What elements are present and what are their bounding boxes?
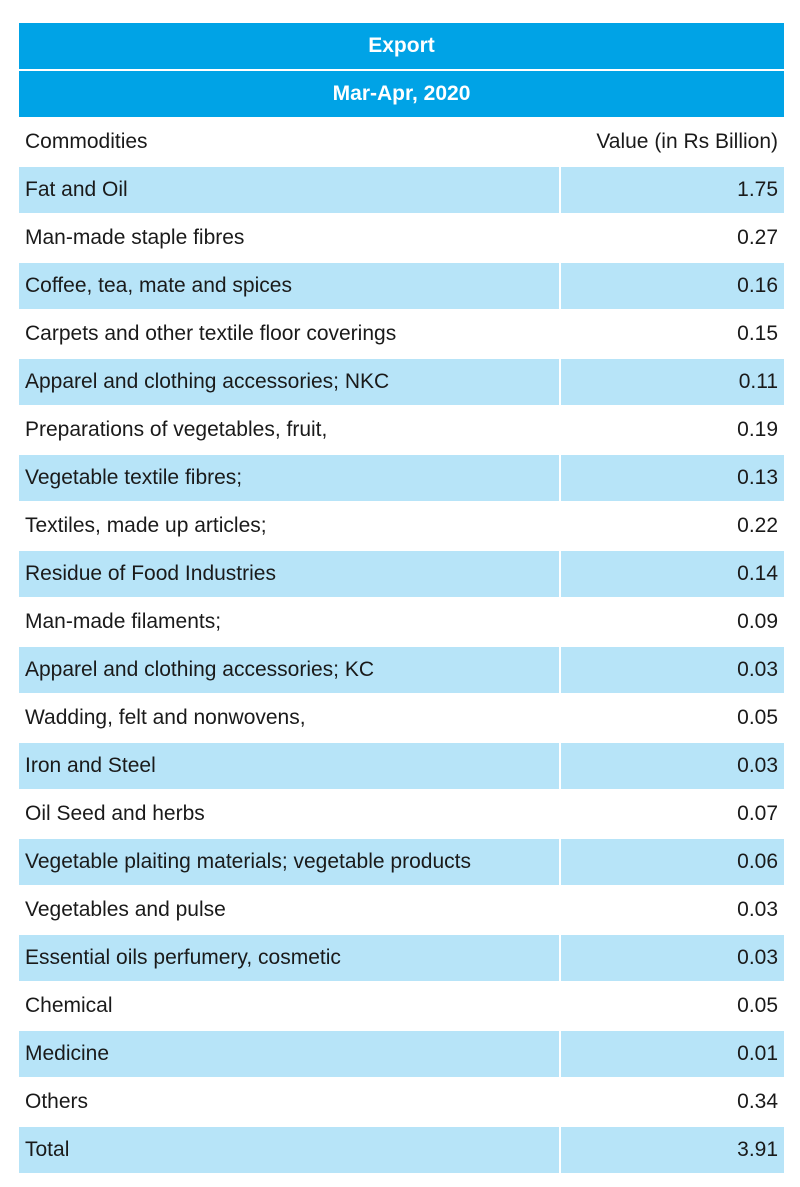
table-row: Apparel and clothing accessories; NKC 0.1… — [19, 358, 785, 407]
table-row: Essential oils perfumery, cosmetic 0.03 — [19, 934, 785, 983]
value-cell: 0.34 — [558, 1078, 785, 1127]
commodity-cell: Vegetable textile fibres; — [19, 454, 560, 503]
value-cell: 0.14 — [558, 550, 785, 599]
commodity-cell: Vegetable plaiting materials; vegetable … — [19, 838, 560, 887]
table-row: Man-made staple fibres 0.27 — [19, 214, 785, 263]
export-table: Export Mar-Apr, 2020 Commodities Value (… — [19, 23, 785, 1175]
value-cell: 0.16 — [558, 262, 785, 311]
commodity-cell: Man-made staple fibres — [19, 214, 560, 263]
commodity-cell: Coffee, tea, mate and spices — [19, 262, 560, 311]
table-row: Iron and Steel 0.03 — [19, 742, 785, 791]
value-cell: 0.19 — [558, 406, 785, 455]
table-row: Oil Seed and herbs 0.07 — [19, 790, 785, 839]
value-cell: 0.05 — [558, 694, 785, 743]
commodity-cell: Vegetables and pulse — [19, 886, 560, 935]
column-header-value: Value (in Rs Billion) — [558, 118, 785, 167]
table-title: Export — [19, 23, 785, 71]
value-cell: 0.03 — [558, 742, 785, 791]
value-cell: 0.03 — [558, 934, 785, 983]
commodity-cell: Others — [19, 1078, 560, 1127]
table-row: Others 0.34 — [19, 1078, 785, 1127]
commodity-cell: Wadding, felt and nonwovens, — [19, 694, 560, 743]
table-body: Fat and Oil 1.75 Man-made staple fibres 0.2… — [19, 166, 785, 1175]
commodity-cell: Apparel and clothing accessories; NKC — [19, 358, 560, 407]
table-subtitle: Mar-Apr, 2020 — [19, 70, 785, 119]
table-row: Carpets and other textile floor covering… — [19, 310, 785, 359]
value-cell: 0.09 — [558, 598, 785, 647]
export-table-container: Export Mar-Apr, 2020 Commodities Value (… — [19, 23, 785, 1175]
commodity-cell: Essential oils perfumery, cosmetic — [19, 934, 560, 983]
value-cell: 0.03 — [558, 886, 785, 935]
table-row: Vegetable plaiting materials; vegetable … — [19, 838, 785, 887]
table-row: Vegetables and pulse 0.03 — [19, 886, 785, 935]
table-row: Apparel and clothing accessories; KC 0.03 — [19, 646, 785, 695]
value-cell: 0.15 — [558, 310, 785, 359]
commodity-cell: Apparel and clothing accessories; KC — [19, 646, 560, 695]
table-row: Medicine 0.01 — [19, 1030, 785, 1079]
table-row: Vegetable textile fibres; 0.13 — [19, 454, 785, 503]
commodity-cell: Carpets and other textile floor covering… — [19, 310, 560, 359]
value-cell: 0.13 — [558, 454, 785, 503]
commodity-cell: Residue of Food Industries — [19, 550, 560, 599]
commodity-cell: Total — [19, 1126, 560, 1175]
commodity-cell: Medicine — [19, 1030, 560, 1079]
table-row: Wadding, felt and nonwovens, 0.05 — [19, 694, 785, 743]
table-row: Coffee, tea, mate and spices 0.16 — [19, 262, 785, 311]
value-cell: 3.91 — [558, 1126, 785, 1175]
commodity-cell: Iron and Steel — [19, 742, 560, 791]
table-row: Fat and Oil 1.75 — [19, 166, 785, 215]
commodity-cell: Preparations of vegetables, fruit, — [19, 406, 560, 455]
value-cell: 1.75 — [558, 166, 785, 215]
value-cell: 0.06 — [558, 838, 785, 887]
commodity-cell: Textiles, made up articles; — [19, 502, 560, 551]
value-cell: 0.05 — [558, 982, 785, 1031]
table-row: Residue of Food Industries 0.14 — [19, 550, 785, 599]
commodity-cell: Oil Seed and herbs — [19, 790, 560, 839]
table-row: Man-made filaments; 0.09 — [19, 598, 785, 647]
commodity-cell: Fat and Oil — [19, 166, 560, 215]
column-header-commodities: Commodities — [19, 118, 560, 167]
value-cell: 0.22 — [558, 502, 785, 551]
table-row: Chemical 0.05 — [19, 982, 785, 1031]
table-row: Textiles, made up articles; 0.22 — [19, 502, 785, 551]
value-cell: 0.11 — [558, 358, 785, 407]
column-header-row: Commodities Value (in Rs Billion) — [19, 118, 785, 167]
commodity-cell: Chemical — [19, 982, 560, 1031]
table-row: Preparations of vegetables, fruit, 0.19 — [19, 406, 785, 455]
value-cell: 0.01 — [558, 1030, 785, 1079]
value-cell: 0.03 — [558, 646, 785, 695]
commodity-cell: Man-made filaments; — [19, 598, 560, 647]
value-cell: 0.07 — [558, 790, 785, 839]
table-row: Total 3.91 — [19, 1126, 785, 1175]
value-cell: 0.27 — [558, 214, 785, 263]
